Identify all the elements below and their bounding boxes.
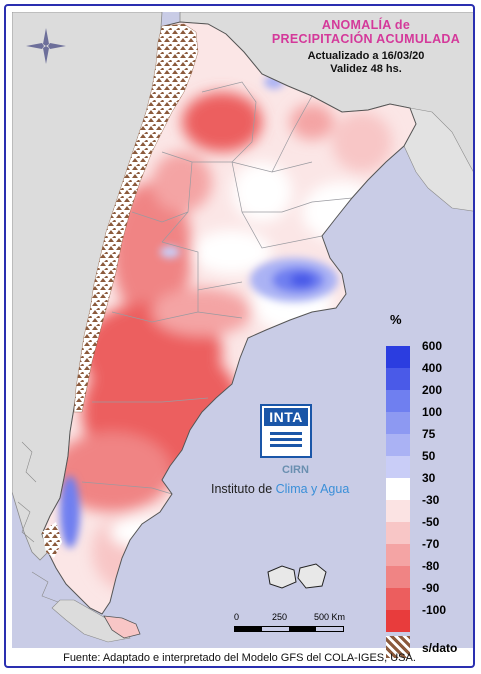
map-title: ANOMALÍA de PRECIPITACIÓN ACUMULADA <box>246 18 473 46</box>
tierra-del-fuego-arg <box>103 615 141 639</box>
inta-logo-text: INTA <box>264 408 308 426</box>
legend-swatch <box>386 434 410 456</box>
legend-item: s/dato <box>386 636 473 658</box>
legend-label: -80 <box>422 559 440 573</box>
scale-tick-500: 500 Km <box>314 612 346 622</box>
legend-item: 400 <box>386 362 473 390</box>
legend-swatch <box>386 566 410 588</box>
legend-swatch <box>386 500 410 522</box>
map-frame: ANOMALÍA de PRECIPITACIÓN ACUMULADA Actu… <box>4 4 475 668</box>
legend-label: 400 <box>422 361 443 375</box>
legend-swatch <box>386 368 410 390</box>
map-subtitle: Actualizado a 16/03/20 Validez 48 hs. <box>266 50 466 76</box>
legend-swatch <box>386 412 410 434</box>
malvinas-islands <box>267 563 327 589</box>
legend-label: -70 <box>422 537 440 551</box>
legend-label: s/dato <box>422 641 458 655</box>
legend-item: 75 <box>386 428 473 456</box>
legend-label: 50 <box>422 449 436 463</box>
legend-swatch <box>386 456 410 478</box>
legend-label: -30 <box>422 493 440 507</box>
legend-label: 100 <box>422 405 443 419</box>
source-footer: Fuente: Adaptado e interpretado del Mode… <box>63 652 416 664</box>
no-data-andes <box>73 23 199 413</box>
legend-swatch <box>386 346 410 368</box>
institute-highlight: Clima y Agua <box>275 482 350 496</box>
legend-swatch <box>386 522 410 544</box>
legend-item: -80 <box>386 560 473 588</box>
map-area <box>12 12 473 648</box>
legend-item: 600 <box>386 340 473 368</box>
legend-swatch <box>386 478 410 500</box>
legend-item: -30 <box>386 494 473 522</box>
legend-label: 30 <box>422 471 436 485</box>
cirn-logo-text: CIRN <box>282 464 309 476</box>
chile-archipelago <box>17 441 59 603</box>
scale-bar: 0 250 500 Km <box>234 612 354 638</box>
legend-item: 30 <box>386 472 473 500</box>
title-line-2: PRECIPITACIÓN ACUMULADA <box>271 32 461 46</box>
validity-text: Validez 48 hs. <box>330 63 402 75</box>
legend-swatch <box>386 636 410 658</box>
legend-swatch <box>386 544 410 566</box>
legend-swatch <box>386 588 410 610</box>
scale-tick-0: 0 <box>234 612 240 622</box>
legend-item: -100 <box>386 604 473 632</box>
legend-label: -50 <box>422 515 440 529</box>
scale-bar-graphic <box>234 626 344 632</box>
title-line-1: ANOMALÍA de <box>321 18 411 32</box>
legend-label: -90 <box>422 581 440 595</box>
legend-swatch <box>386 390 410 412</box>
legend-item: 100 <box>386 406 473 434</box>
legend-unit: % <box>390 312 402 327</box>
legend-label: 75 <box>422 427 436 441</box>
anomaly-map <box>12 12 473 648</box>
legend-item: -50 <box>386 516 473 544</box>
legend-item: -70 <box>386 538 473 566</box>
updated-text: Actualizado a 16/03/20 <box>307 50 425 62</box>
legend-item: 200 <box>386 384 473 412</box>
legend-label: -100 <box>422 603 447 617</box>
legend-item: 50 <box>386 450 473 478</box>
compass-rose-icon <box>26 28 66 64</box>
scale-tick-250: 250 <box>272 612 288 622</box>
legend-label: 600 <box>422 339 443 353</box>
no-data-south <box>42 522 62 558</box>
legend-item: -90 <box>386 582 473 610</box>
legend-swatch <box>386 610 410 632</box>
inta-logo: INTA <box>260 404 312 458</box>
institute-prefix: Instituto de <box>211 482 276 496</box>
institute-name: Instituto de Clima y Agua <box>211 482 349 496</box>
legend-label: 200 <box>422 383 443 397</box>
